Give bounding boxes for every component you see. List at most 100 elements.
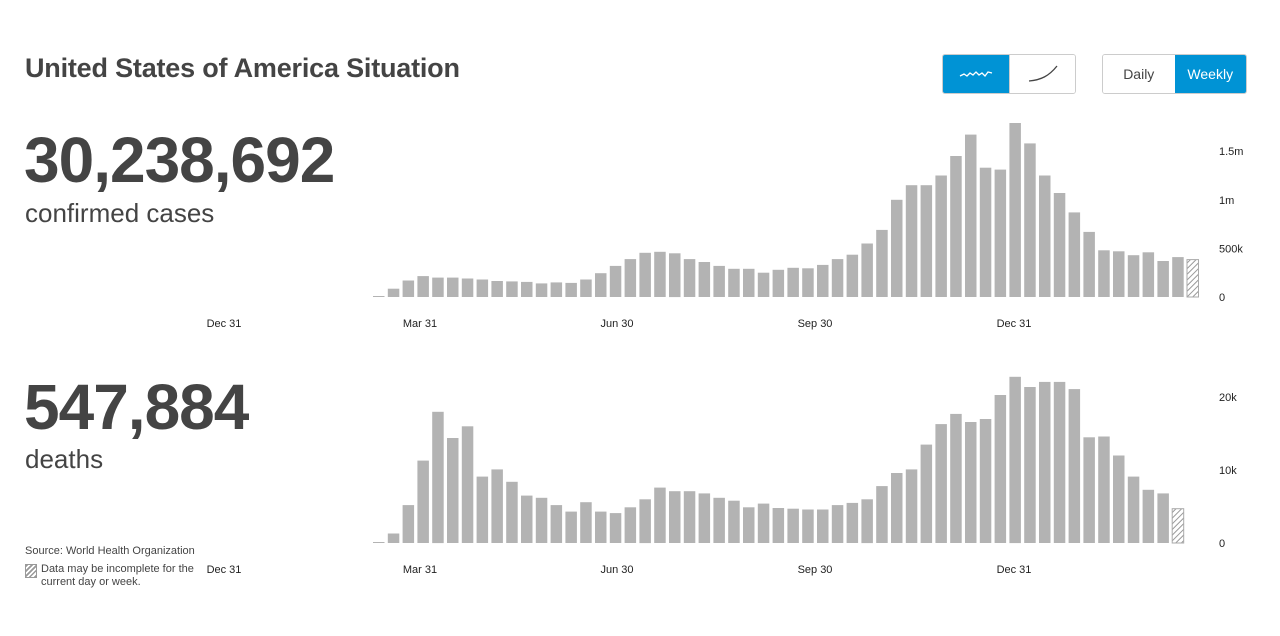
cases-bar	[1127, 255, 1140, 297]
deaths-bar	[1157, 493, 1169, 543]
cases-bar	[1172, 257, 1184, 297]
deaths-bar	[535, 497, 548, 543]
source-label: Source:	[25, 545, 63, 557]
cases-bar	[876, 229, 888, 297]
cases-x-tick-label: Dec 31	[207, 318, 242, 330]
deaths-bar	[624, 507, 637, 543]
deaths-bar	[1068, 389, 1081, 543]
cases-y-tick-label: 1m	[1219, 195, 1234, 207]
cases-bar	[639, 252, 651, 297]
cases-x-tick-label: Sep 30	[798, 318, 833, 330]
deaths-bar	[698, 493, 711, 543]
deaths-bar	[920, 444, 933, 543]
deaths-bar	[831, 505, 844, 543]
deaths-bar	[950, 413, 962, 543]
cases-bar	[965, 134, 977, 297]
cases-bar	[817, 264, 829, 297]
source-name: World Health Organization	[65, 545, 195, 557]
cases-bar	[373, 296, 385, 297]
deaths-bar	[979, 419, 992, 543]
deaths-bar	[476, 476, 489, 543]
cases-bar	[1113, 251, 1125, 297]
deaths-bar	[609, 513, 622, 543]
confirmed-cases-label: confirmed cases	[25, 198, 215, 228]
cases-bar	[757, 272, 770, 297]
cases-bar	[1098, 250, 1110, 297]
cases-bar	[609, 265, 622, 297]
deaths-bar	[743, 507, 755, 543]
cases-bar	[1142, 252, 1155, 297]
cases-bar	[1068, 212, 1081, 297]
wavy-line-icon	[959, 71, 993, 77]
daily-button[interactable]: Daily	[1103, 55, 1175, 93]
deaths-bar	[1053, 381, 1066, 543]
cases-x-tick-label: Dec 31	[997, 318, 1032, 330]
deaths-count: 547,884	[24, 371, 249, 443]
cases-bar-chart: 0 500k 1m 1.5m Dec 31 Mar 31 Jun 30 Sep 30 Dec …	[207, 123, 1243, 330]
hatch-swatch-icon	[25, 564, 37, 578]
deaths-bar	[757, 503, 770, 543]
deaths-bar	[521, 495, 533, 543]
cases-bar	[802, 268, 814, 297]
cases-x-tick-label: Mar 31	[403, 318, 437, 330]
weekly-button[interactable]: Weekly	[1174, 55, 1246, 93]
cases-bar	[979, 167, 992, 297]
page-title: United States of America Situation	[25, 53, 460, 83]
deaths-bar	[965, 422, 977, 543]
deaths-bar-chart: 0 10k 20k Dec 31 Mar 31 Jun 30 Sep 30 Dec 31	[207, 376, 1237, 576]
cases-bar	[994, 169, 1007, 297]
cases-bar	[728, 268, 740, 297]
deaths-bar	[994, 395, 1007, 543]
deaths-y-tick-label: 10k	[1219, 465, 1237, 477]
cases-bar	[683, 259, 696, 297]
cases-bar	[1157, 261, 1169, 297]
cases-bar	[432, 277, 444, 297]
incomplete-data-note: Data may be incomplete for the current d…	[25, 563, 211, 589]
cases-bar	[1083, 231, 1095, 297]
cases-bar	[624, 259, 637, 297]
deaths-bar	[1083, 437, 1095, 543]
period-toggle: Daily Weekly	[1102, 54, 1247, 94]
cases-bar	[654, 251, 666, 297]
cases-bar	[521, 281, 533, 297]
cases-bar	[1024, 143, 1036, 297]
cumulative-chart-button[interactable]	[1009, 55, 1075, 93]
cases-bar	[920, 185, 933, 297]
cases-bar	[491, 281, 503, 297]
cases-bar	[905, 185, 918, 297]
deaths-y-tick-label: 20k	[1219, 392, 1237, 404]
source-credit: Source: World Health Organization	[25, 545, 195, 557]
rising-curve-icon	[1028, 65, 1058, 82]
deaths-bar	[876, 486, 888, 543]
deaths-bar	[1009, 376, 1021, 544]
deaths-bar	[802, 509, 814, 543]
cases-y-tick-label: 0	[1219, 292, 1225, 304]
cases-bar	[417, 276, 429, 297]
cases-bar	[476, 279, 489, 297]
linear-chart-button[interactable]	[943, 55, 1009, 93]
cases-bar	[772, 269, 785, 297]
cases-bar	[861, 243, 873, 297]
deaths-bar	[1039, 381, 1051, 543]
deaths-bar	[402, 505, 415, 543]
deaths-bar	[1098, 436, 1110, 543]
cases-bar	[935, 175, 947, 297]
cases-bar	[402, 280, 415, 297]
deaths-bar	[728, 500, 740, 543]
deaths-bar	[461, 426, 474, 543]
deaths-bar	[669, 491, 681, 543]
cases-bar	[713, 265, 725, 297]
deaths-bar	[935, 424, 947, 543]
deaths-bar	[1024, 387, 1036, 543]
cases-bar	[950, 156, 962, 297]
deaths-x-tick-label: Sep 30	[798, 564, 833, 576]
deaths-bar	[772, 508, 785, 543]
deaths-bar	[373, 542, 385, 543]
deaths-bar	[432, 411, 444, 544]
deaths-bar	[787, 508, 799, 543]
deaths-bar	[1142, 489, 1155, 543]
deaths-bar	[683, 491, 696, 543]
deaths-bar	[846, 502, 859, 543]
deaths-bar	[861, 499, 873, 544]
incomplete-data-text: Data may be incomplete for the current d…	[41, 563, 194, 588]
